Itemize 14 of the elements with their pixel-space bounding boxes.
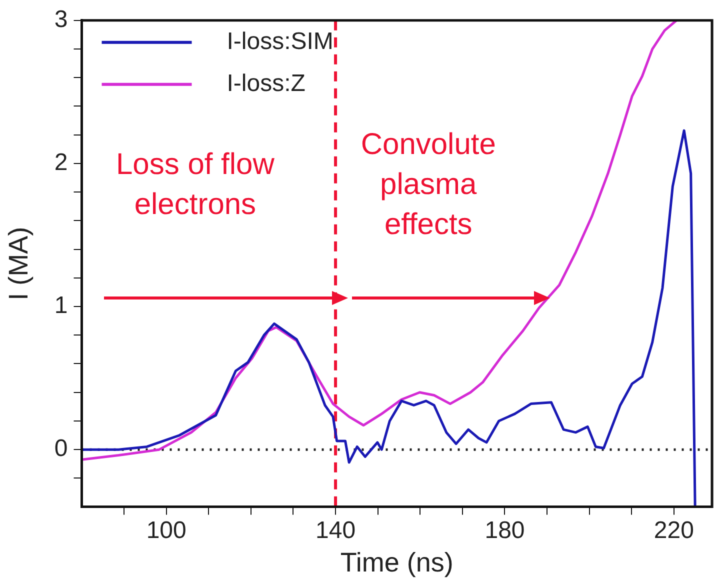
- x-axis-title: Time (ns): [340, 547, 454, 578]
- y-tick-label: 1: [54, 292, 68, 320]
- x-tick-label: 100: [146, 516, 186, 544]
- annotation: Convolute plasma effects: [360, 128, 496, 241]
- legend-label: I-loss:SIM: [226, 28, 334, 56]
- y-tick-label: 3: [54, 6, 68, 34]
- x-tick-label: 220: [654, 516, 694, 544]
- legend-label: I-loss:Z: [226, 70, 306, 98]
- x-tick-label: 180: [484, 516, 525, 544]
- annotation: Loss of flow electrons: [116, 148, 275, 221]
- y-tick-label: 0: [54, 435, 68, 462]
- y-axis-title: I (MA): [4, 226, 34, 300]
- x-tick-label: 140: [316, 516, 356, 544]
- y-tick-label: 2: [54, 149, 68, 176]
